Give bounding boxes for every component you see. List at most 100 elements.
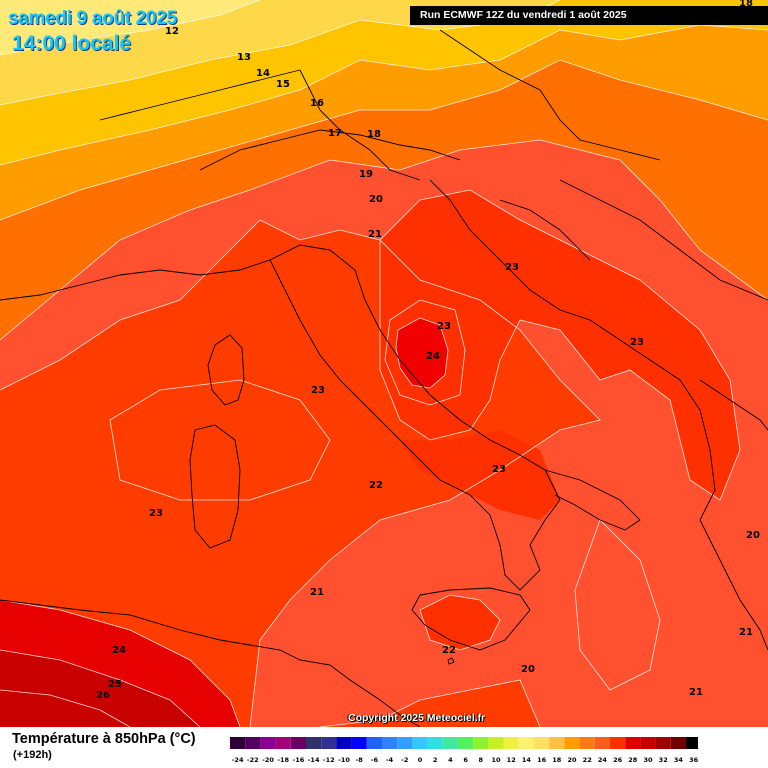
map-label: 21 xyxy=(689,687,703,698)
legend-swatch xyxy=(579,737,595,749)
map-label: 19 xyxy=(359,169,373,180)
svg-text:12: 12 xyxy=(165,26,179,37)
legend-tick-label: 10 xyxy=(491,756,501,764)
color-scale-legend: -24 -22 -20 -18 -16 -14 -12 -10 -8 -6 -4 -2 0 2 4 6 8 10 1… xyxy=(230,737,698,764)
legend-tick-label: 18 xyxy=(552,756,562,764)
legend-swatch xyxy=(594,737,610,749)
coastlines xyxy=(0,29,768,727)
map-label: 24 xyxy=(112,645,126,656)
svg-text:15: 15 xyxy=(276,79,290,90)
map-label: 23 xyxy=(630,337,644,348)
legend-swatch xyxy=(670,737,686,749)
legend-swatch xyxy=(351,737,367,749)
map-label: 23 xyxy=(505,262,519,273)
legend-swatch xyxy=(473,737,489,749)
temperature-map: 18 12 13 14 15 16 17 18 19 20 21 23 23 2… xyxy=(0,0,768,727)
map-label: 18 xyxy=(367,129,381,140)
legend-swatch xyxy=(245,737,261,749)
legend-tick-label: -18 xyxy=(277,756,289,764)
map-label: 21 xyxy=(368,229,382,240)
legend-swatch xyxy=(275,737,291,749)
legend-tick-label: -22 xyxy=(247,756,259,764)
legend-tick-label: -4 xyxy=(386,756,394,764)
isotherms xyxy=(0,0,768,727)
svg-text:17: 17 xyxy=(328,128,342,139)
legend-tick-label: -10 xyxy=(338,756,350,764)
legend-tick-label: 2 xyxy=(433,756,438,764)
temperature-field: 18 12 13 14 15 16 17 18 19 20 21 23 23 2… xyxy=(0,0,768,727)
map-label: 21 xyxy=(739,627,753,638)
legend-tick-label: 4 xyxy=(448,756,453,764)
map-label: 12 xyxy=(165,26,179,37)
legend-tick-label: 8 xyxy=(479,756,484,764)
svg-text:21: 21 xyxy=(739,627,753,638)
svg-text:24: 24 xyxy=(426,351,440,362)
map-labels: 18 12 13 14 15 16 17 18 19 20 21 23 23 2… xyxy=(96,0,760,701)
legend-swatch xyxy=(564,737,580,749)
legend-tick-label: 20 xyxy=(567,756,577,764)
run-info-banner: Run ECMWF 12Z du vendredi 1 août 2025 xyxy=(410,6,768,25)
svg-text:23: 23 xyxy=(437,321,451,332)
svg-text:26: 26 xyxy=(96,690,110,701)
legend-tick-label: 34 xyxy=(674,756,684,764)
legend-tick-label: 6 xyxy=(463,756,468,764)
svg-text:18: 18 xyxy=(739,0,753,9)
map-label: 15 xyxy=(276,79,290,90)
field-22-24-south xyxy=(400,430,560,520)
legend-swatch xyxy=(686,737,698,749)
legend-swatch xyxy=(610,737,626,749)
legend-swatch xyxy=(366,737,382,749)
svg-text:22: 22 xyxy=(369,480,383,491)
map-label: 20 xyxy=(369,194,383,205)
legend-tick-label: 26 xyxy=(613,756,623,764)
lead-time: (+192h) xyxy=(13,749,52,761)
legend-swatch xyxy=(260,737,276,749)
svg-text:19: 19 xyxy=(359,169,373,180)
map-label: 14 xyxy=(256,68,270,79)
svg-text:16: 16 xyxy=(310,98,324,109)
legend-swatch xyxy=(625,737,641,749)
legend-tick-label: 36 xyxy=(689,756,698,764)
forecast-time-title: 14:00 localé xyxy=(12,32,132,55)
svg-text:23: 23 xyxy=(149,508,163,519)
legend-swatch xyxy=(549,737,565,749)
map-label: 18 xyxy=(739,0,753,9)
svg-text:23: 23 xyxy=(505,262,519,273)
legend-tick-label: 32 xyxy=(659,756,668,764)
legend-tick-label: 16 xyxy=(537,756,547,764)
field-22-24-sicily xyxy=(420,595,500,650)
map-label: 23 xyxy=(437,321,451,332)
field-22-24-italy xyxy=(380,190,740,500)
map-label: 17 xyxy=(328,128,342,139)
copyright-text: Copyright 2025 Meteociel.fr xyxy=(348,712,486,724)
legend-swatch xyxy=(503,737,519,749)
legend-tick-label: -2 xyxy=(401,756,408,764)
parameter-title: Température à 850hPa (°C) xyxy=(12,731,196,747)
svg-text:23: 23 xyxy=(492,464,506,475)
legend-tick-label: 14 xyxy=(522,756,532,764)
legend-tick-label: 12 xyxy=(507,756,516,764)
map-label: 20 xyxy=(521,664,535,675)
legend-swatch xyxy=(397,737,413,749)
legend-swatch xyxy=(336,737,352,749)
legend-swatch xyxy=(412,737,428,749)
legend-swatches xyxy=(230,737,698,749)
map-label: 24 xyxy=(426,351,440,362)
svg-text:21: 21 xyxy=(310,587,324,598)
map-label: 13 xyxy=(237,52,251,63)
svg-text:21: 21 xyxy=(368,229,382,240)
svg-text:21: 21 xyxy=(689,687,703,698)
legend-tick-label: -6 xyxy=(371,756,379,764)
legend-tick-label: -14 xyxy=(308,756,320,764)
legend-swatch xyxy=(427,737,443,749)
svg-text:13: 13 xyxy=(237,52,251,63)
map-label: 21 xyxy=(310,587,324,598)
map-label: 25 xyxy=(108,679,122,690)
legend-tick-label: 22 xyxy=(583,756,592,764)
svg-text:23: 23 xyxy=(630,337,644,348)
legend-swatch xyxy=(442,737,458,749)
svg-text:24: 24 xyxy=(112,645,126,656)
field-26-28-sw xyxy=(0,650,200,727)
svg-text:20: 20 xyxy=(746,530,760,541)
legend-swatch xyxy=(534,737,550,749)
